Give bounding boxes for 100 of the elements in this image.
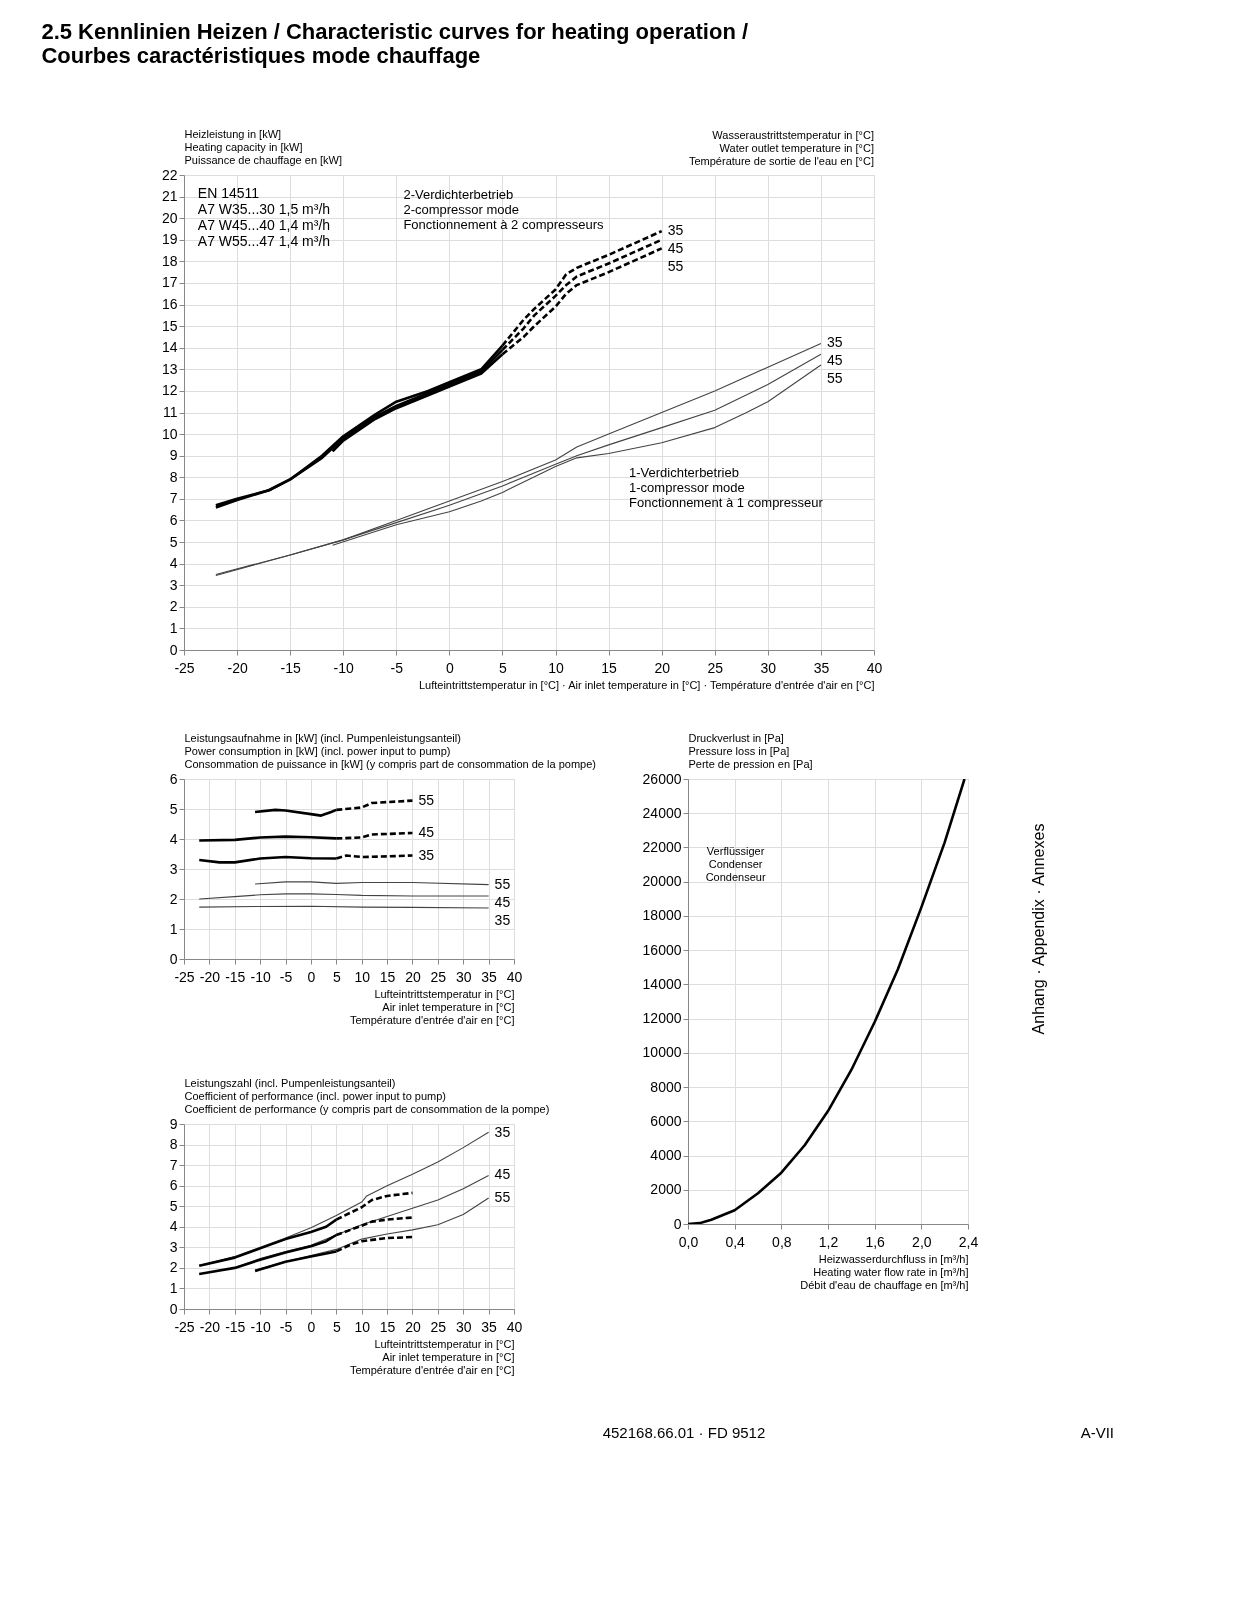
y-tick-label: 1 [169, 920, 178, 937]
y-tick-label: 2000 [650, 1181, 682, 1198]
y-tick-label: 7 [169, 490, 178, 507]
y-tick-label: 0 [169, 641, 178, 658]
x-tick-label: -15 [225, 968, 246, 985]
y-tick-label: 26000 [642, 770, 682, 787]
x-tick-label: -10 [250, 1318, 271, 1335]
y-axis-title: Heizleistung in [kW] Heating capacity in [kW] Puissance de chauffage en [kW] [184, 127, 343, 166]
annotation: 2-Verdichterbetrieb 2-compressor mode Fonctionnement à 2 compresseurs [403, 187, 605, 233]
x-tick-label: 35 [481, 1318, 498, 1335]
y-tick-label: 4 [169, 555, 178, 572]
y-tick-label: 0 [169, 950, 178, 967]
y-tick-label: 1 [169, 619, 178, 636]
y-tick-label: 20000 [642, 873, 682, 890]
x-tick-label: 5 [332, 1318, 341, 1335]
y-tick-label: 20 [161, 209, 178, 226]
series-label: 45 [494, 893, 511, 910]
y-tick-label: 8 [169, 1136, 178, 1153]
x-tick-label: 15 [379, 968, 396, 985]
y-tick-label: 12 [161, 382, 178, 399]
series-label: 35 [418, 846, 435, 863]
y-tick-label: 18000 [642, 907, 682, 924]
x-tick-label: 5 [499, 659, 508, 676]
y-tick-label: 11 [162, 404, 178, 420]
x-axis-title: Lufteintrittstemperatur in [°C] Air inlet temperature in [°C] Température d'entrée d'air en [°C] [349, 1337, 515, 1376]
x-tick-label: -5 [279, 968, 293, 985]
series-label: 35 [826, 334, 843, 351]
x-tick-label: 2,0 [912, 1233, 932, 1250]
annotation: Verflüssiger Condenser Condenseur [705, 844, 766, 883]
y-tick-label: 16000 [642, 941, 682, 958]
x-tick-label: 0 [307, 1318, 316, 1335]
y-tick-label: 14 [161, 339, 178, 356]
x-tick-label: -25 [174, 968, 195, 985]
x-tick-label: 25 [430, 968, 447, 985]
y-tick-label: 2 [169, 890, 178, 907]
y-tick-label: 1 [169, 1279, 178, 1296]
x-tick-label: 40 [866, 659, 883, 676]
x-tick-label: -5 [279, 1318, 293, 1335]
series-label: 45 [826, 352, 843, 369]
x-tick-label: 0 [445, 659, 454, 676]
legend-title: Wasseraustrittstemperatur in [°C] Water outlet temperature in [°C] Température de sortie de l'eau en [°C] [688, 129, 874, 167]
y-tick-label: 18 [161, 252, 178, 269]
series-label: 55 [494, 1189, 511, 1205]
annotation: 1-Verdichterbetrieb 1-compressor mode Fonctionnement à 1 compresseur [629, 465, 824, 511]
y-tick-label: 8 [169, 468, 178, 485]
x-tick-label: -10 [333, 659, 355, 676]
annotation: EN 14511 A7 W35...30 1,5 m³/h A7 W45...40 1,4 m³/h A7 W55...47 1,4 m³/h [197, 184, 331, 249]
y-tick-label: 2 [169, 598, 178, 615]
y-tick-label: 24000 [642, 804, 682, 821]
y-tick-label: 2 [169, 1259, 178, 1276]
x-axis-title: Heizwasserdurchfluss in [m³/h] Heating water flow rate in [m³/h] Débit d'eau de chauffage en [m³/h] [800, 1252, 969, 1291]
y-tick-label: 10000 [642, 1044, 682, 1061]
x-tick-label: 1,2 [818, 1233, 839, 1250]
series-label: 45 [494, 1166, 511, 1183]
series-label: 55 [826, 370, 843, 387]
x-tick-label: -20 [199, 1318, 221, 1335]
series-label: 55 [494, 875, 511, 892]
x-tick-label: 0 [307, 968, 316, 985]
y-tick-label: 6 [169, 511, 178, 528]
x-tick-label: 10 [354, 1318, 371, 1335]
y-tick-label: 14000 [642, 975, 682, 992]
x-tick-label: 25 [430, 1318, 447, 1335]
x-tick-label: 20 [405, 968, 421, 985]
y-tick-label: 4000 [650, 1147, 682, 1164]
y-tick-label: 9 [169, 1115, 178, 1132]
y-tick-label: 5 [169, 800, 178, 817]
y-tick-label: 10 [161, 425, 178, 442]
x-tick-label: 15 [601, 659, 618, 676]
text: A-VII [1080, 1424, 1114, 1441]
series-label: 45 [667, 240, 684, 257]
text: 452168.66.01 · FD 9512 [602, 1424, 766, 1441]
x-tick-label: 35 [481, 968, 498, 985]
y-tick-label: 8000 [650, 1078, 682, 1095]
series-label: 35 [494, 1124, 511, 1140]
x-tick-label: -25 [174, 659, 195, 676]
x-tick-label: 20 [405, 1318, 421, 1335]
y-tick-label: 4 [169, 830, 178, 847]
y-tick-label: 6000 [650, 1112, 682, 1129]
series-label: 45 [418, 824, 435, 840]
x-tick-label: 30 [455, 1318, 472, 1335]
x-tick-label: 40 [506, 1318, 523, 1335]
chart-title: 2.5 Kennlinien Heizen / Characteristic curves for heating operation / Courbes caractéristiques mode chauffage [41, 19, 749, 68]
x-tick-label: 10 [354, 968, 371, 985]
x-tick-label: 0,4 [725, 1233, 746, 1250]
y-tick-label: 15 [161, 317, 178, 334]
x-tick-label: 15 [379, 1318, 396, 1335]
y-axis-title: Druckverlust in [Pa] Pressure loss in [Pa] Perte de pression en [Pa] [688, 731, 813, 770]
x-tick-label: 5 [332, 968, 341, 985]
y-tick-label: 17 [161, 274, 178, 291]
y-tick-label: 13 [161, 360, 178, 377]
x-axis-title: Lufteintrittstemperatur in [°C] · Air inlet temperature in [°C] · Température d'entrée d'air en [°C] [418, 678, 875, 691]
x-tick-label: -20 [227, 659, 248, 676]
y-tick-label: 9 [169, 447, 178, 464]
x-tick-label: 40 [506, 968, 523, 985]
y-axis-title: Leistungszahl (incl. Pumpenleistungsanteil) Coefficient of performance (incl. power input to pump) Coefficient de performance (y compris part de consommation de la pompe) [184, 1076, 550, 1115]
y-tick-label: 3 [169, 1238, 178, 1255]
x-tick-label: -20 [199, 968, 221, 985]
x-axis-title: Lufteintrittstemperatur in [°C] Air inlet temperature in [°C] Température d'entrée d'air en [°C] [349, 987, 515, 1026]
y-tick-label: 16 [161, 296, 178, 313]
x-tick-label: 1,6 [865, 1233, 886, 1250]
